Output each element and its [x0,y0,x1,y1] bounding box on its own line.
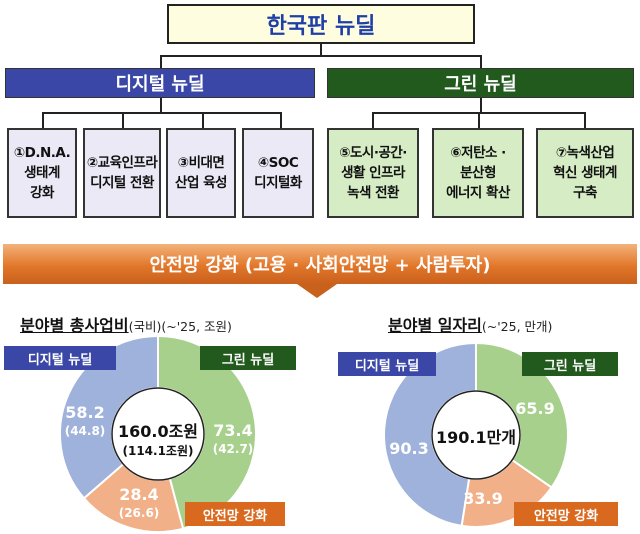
chart2-legend-digital: 디지털 뉴딜 [338,352,436,376]
chart2-value-green: 65.9 [515,399,555,418]
digital-item-2: ②교육인프라 디지털 전환 [83,128,161,218]
page-title: 한국판 뉴딜 [167,4,475,44]
chart1-value-green-sub: (42.7) [212,442,254,456]
connector-horizontal-top [160,55,482,57]
digital-item-4: ④SOC 디지털화 [242,128,314,218]
digital-item-3-line-2: 산업 육성 [175,175,227,191]
digital-newdeal-band: 디지털 뉴딜 [5,68,315,98]
digital-branch-horizontal [42,112,282,114]
green-item-6-line-2: 분산형 [460,165,496,181]
green-item-5: ⑤도시·공간· 생활 인프라 녹색 전환 [327,128,419,218]
green-item-7-line-3: 구축 [573,185,597,201]
chart2-legend-safety: 안전망 강화 [514,502,618,526]
chart2-center-circle [431,390,521,480]
safety-net-bar: 안전망 강화 (고용 · 사회안전망 + 사람투자) [3,244,637,284]
digital-item-2-line-2: 디지털 전환 [90,175,154,191]
digital-item-1-line-1: ①D.N.A. [13,145,71,161]
chart2-unit-note: (~'25, 만개) [481,319,553,334]
digital-item-4-line-1: ④SOC [257,155,299,171]
green-item-6: ⑥저탄소 · 분산형 에너지 확산 [432,128,524,218]
green-item-7-line-1: ⑦녹색산업 [555,145,615,161]
green-branch-3 [584,112,586,128]
chart2-title: 분야별 일자리(~'25, 만개) [388,312,552,336]
chart1-title-text: 분야별 총사업비 [20,316,129,335]
chart1-unit-note: (국비)(~'25, 조원) [128,319,232,334]
chart2-title-text: 분야별 일자리 [388,316,482,335]
chart1-value-digital: 58.2 (44.8) [60,404,110,440]
green-item-5-line-3: 녹색 전환 [347,185,399,201]
chart1-value-digital-main: 58.2 [65,403,105,422]
digital-branch-4 [280,112,282,128]
chart1-center-main: 160.0조원 [117,422,199,441]
digital-item-1: ①D.N.A. 생태계 강화 [7,128,77,218]
chart1-value-green: 73.4 (42.7) [208,422,258,458]
chart1-center-sub: (114.1조원) [122,444,194,458]
chart1-value-green-main: 73.4 [213,421,253,440]
green-branch-1 [372,112,374,128]
green-item-5-line-1: ⑤도시·공간· [339,145,407,161]
chart2-center-label: 190.1만개 [435,428,517,447]
chart1-legend-green: 그린 뉴딜 [200,346,296,370]
chart1-center-circle [111,387,205,481]
chart2-value-digital: 90.3 [389,439,429,458]
digital-item-4-line-2: 디지털화 [254,175,302,191]
digital-item-3-line-1: ③비대면 [177,155,225,171]
digital-item-1-line-2: 생태계 [24,165,60,181]
digital-item-2-line-1: ②교육인프라 [86,155,158,171]
safety-net-arrow [297,284,337,298]
chart1-value-safety: 28.4 (26.6) [114,486,164,522]
chart2-legend-green: 그린 뉴딜 [522,352,618,376]
digital-item-1-line-3: 강화 [30,185,54,201]
green-branch-drop [480,98,482,113]
chart1-title: 분야별 총사업비(국비)(~'25, 조원) [20,312,232,336]
chart1-value-safety-sub: (26.6) [118,506,160,520]
connector-digital-drop [160,55,162,68]
digital-item-3: ③비대면 산업 육성 [166,128,236,218]
green-newdeal-band: 그린 뉴딜 [327,68,634,98]
chart1-value-digital-sub: (44.8) [64,424,106,438]
digital-branch-1 [42,112,44,128]
digital-branch-2 [122,112,124,128]
chart1-legend-digital: 디지털 뉴딜 [4,346,116,370]
chart1-legend-safety: 안전망 강화 [185,502,285,526]
green-item-6-line-3: 에너지 확산 [446,185,510,201]
digital-branch-3 [202,112,204,128]
connector-green-drop [480,55,482,68]
digital-branch-drop [160,98,162,113]
chart2-value-safety: 33.9 [463,489,503,508]
chart2-donut [383,342,569,528]
chart1-center-label: 160.0조원 (114.1조원) [108,418,208,459]
green-branch-2 [478,112,480,128]
green-item-5-line-2: 생활 인프라 [341,165,405,181]
connector-vertical-top [320,44,322,56]
green-item-6-line-1: ⑥저탄소 · [450,145,506,161]
green-item-7: ⑦녹색산업 혁신 생태계 구축 [536,128,634,218]
chart1-value-safety-main: 28.4 [119,485,159,504]
green-item-7-line-2: 혁신 생태계 [553,165,617,181]
